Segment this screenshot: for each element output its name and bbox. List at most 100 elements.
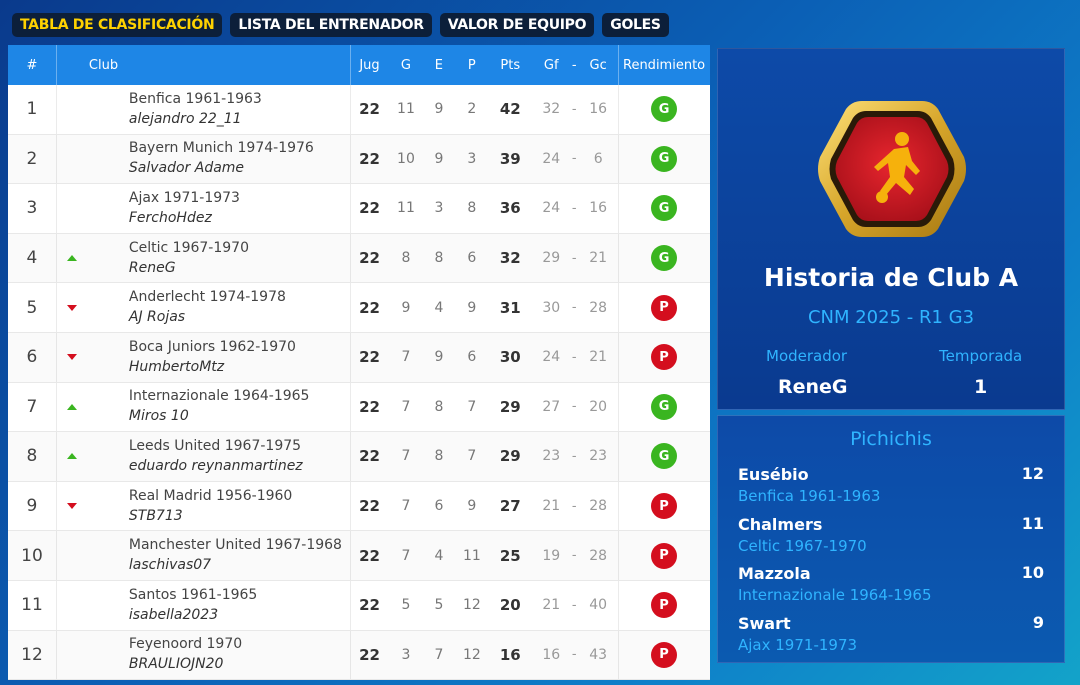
row-club[interactable]: Manchester United 1967-1968 laschivas07 <box>88 536 350 575</box>
row-dash: - <box>571 200 577 216</box>
row-rendimiento: G <box>618 195 710 222</box>
moderator-value[interactable]: ReneG <box>778 376 848 398</box>
table-row[interactable]: 11 Santos 1961-1965 isabella2023 22 5 5 12 20 21… <box>8 580 710 631</box>
row-p: 7 <box>467 398 477 415</box>
row-rendimiento: P <box>618 542 710 569</box>
row-gc: 6 <box>593 150 603 167</box>
row-position: 12 <box>21 644 43 665</box>
league-info-card: Historia de Club A CNM 2025 - R1 G3 Mode… <box>717 48 1065 410</box>
table-row[interactable]: 8 Leeds United 1967-1975 eduardo reynanmar… <box>8 432 710 482</box>
row-club[interactable]: Real Madrid 1956-1960 STB713 <box>88 487 350 526</box>
table-row[interactable]: 4 Celtic 1967-1970 ReneG 22 8 8 6 32 29-21 G <box>8 233 710 284</box>
table-row[interactable]: 2 Bayern Munich 1974-1976 Salvador Adame 22… <box>8 134 710 185</box>
row-club[interactable]: Leeds United 1967-1975 eduardo reynanmart… <box>88 437 350 476</box>
row-club[interactable]: Celtic 1967-1970 ReneG <box>88 239 350 278</box>
row-p: 2 <box>467 101 477 118</box>
coach-name[interactable]: BRAULIOJN20 <box>128 656 224 673</box>
table-row[interactable]: 9 Real Madrid 1956-1960 STB713 22 7 6 9 27 21-28… <box>8 481 710 532</box>
club-name[interactable]: Boca Juniors 1962-1970 <box>128 338 296 355</box>
row-gc: 28 <box>589 299 608 316</box>
row-position: 8 <box>26 446 38 467</box>
row-club[interactable]: Anderlecht 1974-1978 AJ Rojas <box>88 288 350 327</box>
scorer-item[interactable]: Eusébio Benfica 1961-1963 12 <box>738 464 1044 506</box>
row-club[interactable]: Bayern Munich 1974-1976 Salvador Adame <box>88 139 350 178</box>
table-row[interactable]: 5 Anderlecht 1974-1978 AJ Rojas 22 9 4 9 31 30-2… <box>8 283 710 333</box>
club-name[interactable]: Feyenoord 1970 <box>128 636 243 653</box>
row-gc: 21 <box>589 250 608 267</box>
row-jug: 22 <box>359 497 380 516</box>
club-name[interactable]: Manchester United 1967-1968 <box>128 537 342 554</box>
performance-badge: G <box>651 195 678 222</box>
club-name[interactable]: Santos 1961-1965 <box>128 586 258 603</box>
header-gf: Gf <box>543 57 559 73</box>
coach-name[interactable]: eduardo reynanmartinez <box>128 457 303 474</box>
row-movement <box>56 255 88 262</box>
table-row[interactable]: 1 Benfica 1961-1963 alejandro 22_11 22 11 9 2 4… <box>8 85 710 135</box>
table-row[interactable]: 3 Ajax 1971-1973 FerchoHdez 22 11 3 8 36 24-16 G <box>8 184 710 234</box>
club-name[interactable]: Ajax 1971-1973 <box>128 189 240 206</box>
scorer-club: Benfica 1961-1963 <box>738 487 881 505</box>
club-name[interactable]: Celtic 1967-1970 <box>128 239 249 256</box>
table-row[interactable]: 6 Boca Juniors 1962-1970 HumbertoMtz 22 7 9 6 3… <box>8 332 710 383</box>
club-name[interactable]: Benfica 1961-1963 <box>128 90 262 107</box>
tab-goles[interactable]: GOLES <box>602 13 669 37</box>
club-name[interactable]: Internazionale 1964-1965 <box>128 388 310 405</box>
row-gf: 30 <box>542 299 561 316</box>
coach-name[interactable]: alejandro 22_11 <box>128 110 242 127</box>
club-name[interactable]: Leeds United 1967-1975 <box>128 437 302 454</box>
row-pts: 36 <box>499 199 521 218</box>
row-e: 6 <box>434 498 444 515</box>
table-row[interactable]: 10 Manchester United 1967-1968 laschivas07… <box>8 531 710 581</box>
scorer-item[interactable]: Swart Ajax 1971-1973 9 <box>738 613 1044 655</box>
table-row[interactable]: 12 Feyenoord 1970 BRAULIOJN20 22 3 7 12 16 16-43… <box>8 630 710 681</box>
coach-name[interactable]: isabella2023 <box>128 606 219 623</box>
arrow-down-icon <box>66 354 77 361</box>
performance-badge: G <box>651 393 678 420</box>
row-club[interactable]: Feyenoord 1970 BRAULIOJN20 <box>88 635 350 674</box>
tab-tabla-clasificacion[interactable]: TABLA DE CLASIFICACIÓN <box>12 13 223 37</box>
scorer-goals: 11 <box>1021 514 1044 533</box>
row-club[interactable]: Ajax 1971-1973 FerchoHdez <box>88 189 350 228</box>
row-pts: 16 <box>499 645 521 664</box>
row-dash: - <box>571 101 577 117</box>
scorer-goals: 12 <box>1021 464 1044 483</box>
row-club[interactable]: Boca Juniors 1962-1970 HumbertoMtz <box>88 338 350 377</box>
row-e: 8 <box>434 448 444 465</box>
row-gf: 24 <box>542 349 561 366</box>
row-gc: 43 <box>589 646 608 663</box>
tab-valor-equipo[interactable]: VALOR DE EQUIPO <box>439 13 595 37</box>
row-p: 6 <box>467 250 477 267</box>
club-name[interactable]: Real Madrid 1956-1960 <box>128 487 293 504</box>
performance-badge: G <box>651 443 678 470</box>
row-movement <box>56 304 88 311</box>
row-club[interactable]: Benfica 1961-1963 alejandro 22_11 <box>88 90 350 129</box>
row-g: 5 <box>401 597 411 614</box>
club-name[interactable]: Anderlecht 1974-1978 <box>128 289 286 306</box>
arrow-up-icon <box>66 403 77 410</box>
performance-badge: G <box>651 245 678 272</box>
coach-name[interactable]: FerchoHdez <box>128 209 212 226</box>
row-gf: 29 <box>542 250 561 267</box>
coach-name[interactable]: ReneG <box>128 259 176 276</box>
row-e: 9 <box>434 150 444 167</box>
scorers-title: Pichichis <box>850 428 932 450</box>
tab-lista-entrenador[interactable]: LISTA DEL ENTRENADOR <box>230 13 432 37</box>
coach-name[interactable]: AJ Rojas <box>128 309 186 326</box>
row-club[interactable]: Santos 1961-1965 isabella2023 <box>88 586 350 625</box>
coach-name[interactable]: Salvador Adame <box>128 160 245 177</box>
row-jug: 22 <box>359 100 380 119</box>
coach-name[interactable]: STB713 <box>128 507 183 524</box>
coach-name[interactable]: HumbertoMtz <box>128 358 225 375</box>
table-row[interactable]: 7 Internazionale 1964-1965 Miros 10 22 7 8 7 29… <box>8 382 710 433</box>
row-e: 5 <box>434 597 444 614</box>
row-e: 4 <box>434 547 444 564</box>
table-header: # Club Jug G E P Pts Gf - Gc Rendimiento <box>8 45 710 85</box>
row-club[interactable]: Internazionale 1964-1965 Miros 10 <box>88 387 350 426</box>
scorer-item[interactable]: Mazzola Internazionale 1964-1965 10 <box>738 563 1044 605</box>
scorer-item[interactable]: Chalmers Celtic 1967-1970 11 <box>738 514 1044 556</box>
coach-name[interactable]: Miros 10 <box>128 408 189 425</box>
row-position: 10 <box>21 545 43 566</box>
coach-name[interactable]: laschivas07 <box>128 557 212 574</box>
club-name[interactable]: Bayern Munich 1974-1976 <box>128 140 314 157</box>
row-g: 11 <box>397 200 415 217</box>
